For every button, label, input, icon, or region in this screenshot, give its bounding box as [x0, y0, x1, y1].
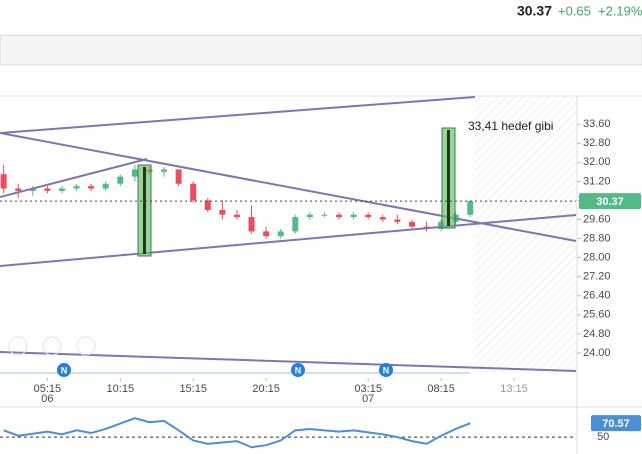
candle-body	[438, 221, 445, 230]
tool-icons	[8, 336, 96, 356]
candle-body	[365, 214, 372, 218]
candle-body	[102, 183, 109, 189]
candle-body	[161, 169, 168, 172]
y-tick-label: 24.00	[583, 347, 611, 359]
y-tick-label: 25.60	[583, 309, 611, 321]
x-tick-label: 03:15	[354, 383, 382, 395]
candle-body	[306, 214, 313, 218]
candle-body	[117, 176, 124, 184]
candle-body	[131, 169, 138, 177]
trendlines	[0, 96, 577, 372]
rsi-tick-label: 50	[597, 431, 609, 443]
header-price: 30.37	[517, 3, 552, 19]
y-tick-label: 31.20	[583, 175, 611, 187]
candle-body	[0, 174, 7, 189]
candle-body	[233, 214, 240, 218]
candle-body	[350, 214, 357, 218]
candle-body	[263, 231, 270, 237]
candle-body	[15, 188, 22, 191]
news-icon[interactable]: N	[295, 365, 302, 375]
y-tick-label: 32.80	[583, 137, 611, 149]
news-icon[interactable]: N	[61, 365, 68, 375]
header-change: +0.65	[558, 3, 591, 18]
rsi-line	[3, 417, 471, 449]
date-tick-label: 06	[41, 393, 53, 405]
candle-body	[58, 188, 65, 191]
candle-body	[29, 188, 36, 191]
candle-body	[248, 217, 255, 232]
y-tick-label: 29.60	[583, 213, 611, 225]
x-tick-label: 10:15	[107, 383, 135, 395]
toolbar	[0, 34, 642, 66]
candle-body	[204, 200, 211, 210]
candle-body	[408, 221, 415, 227]
candle-body	[321, 214, 328, 216]
candle-body	[336, 214, 343, 218]
y-tick-label: 24.80	[583, 328, 611, 340]
news-icon[interactable]: N	[383, 365, 390, 375]
candle-body	[277, 231, 284, 237]
candle-body	[190, 183, 197, 201]
candle-body	[394, 219, 401, 222]
news-icons[interactable]: N N N	[57, 363, 393, 377]
y-tick-label: 32.00	[583, 156, 611, 168]
header-percent: +2.19%	[598, 3, 642, 18]
y-tick-label: 27.20	[583, 271, 611, 283]
date-tick-label: 07	[362, 393, 374, 405]
y-tick-label: 33.60	[583, 118, 611, 130]
y-tick-label: 28.80	[583, 232, 611, 244]
x-tick-label: 15:15	[179, 383, 207, 395]
annotation: 33,41 hedef gibi	[468, 119, 553, 133]
candle-body	[73, 186, 80, 189]
candle-body	[219, 209, 226, 215]
candle-body	[88, 186, 95, 189]
target-boxes	[137, 127, 456, 257]
candle-body	[175, 169, 182, 184]
candle-body	[379, 217, 386, 220]
x-tick-label: 08:15	[427, 383, 455, 395]
rsi-value-label: 70.57	[602, 418, 630, 430]
last-price-label: 30.37	[596, 196, 624, 208]
rsi-value-box	[591, 415, 641, 432]
x-tick-label: 13:15	[500, 383, 528, 395]
x-tick-label: 20:15	[252, 383, 280, 395]
future-area	[475, 97, 576, 372]
x-tick-label: 05:15	[34, 383, 62, 395]
candle-body	[292, 217, 299, 232]
candle-body	[44, 188, 51, 191]
y-tick-label: 26.40	[583, 290, 611, 302]
y-tick-label: 28.00	[583, 252, 611, 264]
candle-body	[467, 201, 474, 215]
last-price-box	[579, 193, 641, 210]
